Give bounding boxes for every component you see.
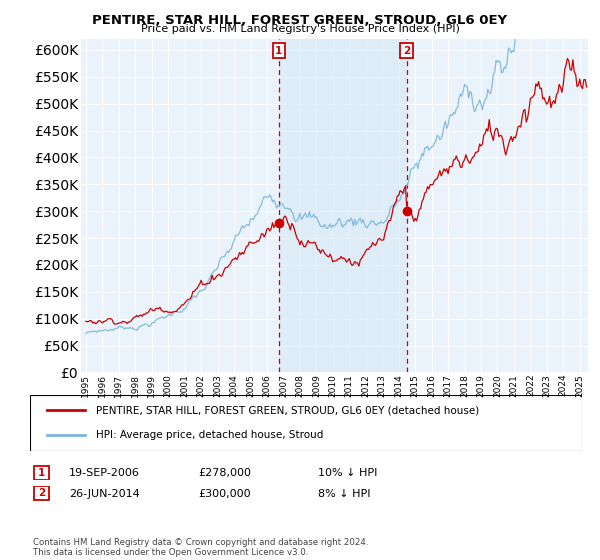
Text: Contains HM Land Registry data © Crown copyright and database right 2024.
This d: Contains HM Land Registry data © Crown c… [33, 538, 368, 557]
Bar [279, 39, 407, 372]
Text: 8% ↓ HPI: 8% ↓ HPI [318, 489, 371, 499]
Text: £278,000: £278,000 [198, 468, 251, 478]
Text: Price paid vs. HM Land Registry's House Price Index (HPI): Price paid vs. HM Land Registry's House … [140, 24, 460, 34]
Text: PENTIRE, STAR HILL, FOREST GREEN, STROUD, GL6 0EY: PENTIRE, STAR HILL, FOREST GREEN, STROUD… [92, 14, 508, 27]
Text: 26-JUN-2014: 26-JUN-2014 [69, 489, 140, 499]
Text: 19-SEP-2006: 19-SEP-2006 [69, 468, 140, 478]
Text: 1: 1 [275, 46, 283, 56]
Text: £300,000: £300,000 [198, 489, 251, 499]
Text: 2: 2 [403, 46, 410, 56]
Text: 2: 2 [38, 488, 45, 498]
Text: PENTIRE, STAR HILL, FOREST GREEN, STROUD, GL6 0EY (detached house): PENTIRE, STAR HILL, FOREST GREEN, STROUD… [96, 405, 479, 416]
Text: 1: 1 [38, 468, 45, 478]
Text: HPI: Average price, detached house, Stroud: HPI: Average price, detached house, Stro… [96, 430, 323, 440]
Text: 10% ↓ HPI: 10% ↓ HPI [318, 468, 377, 478]
